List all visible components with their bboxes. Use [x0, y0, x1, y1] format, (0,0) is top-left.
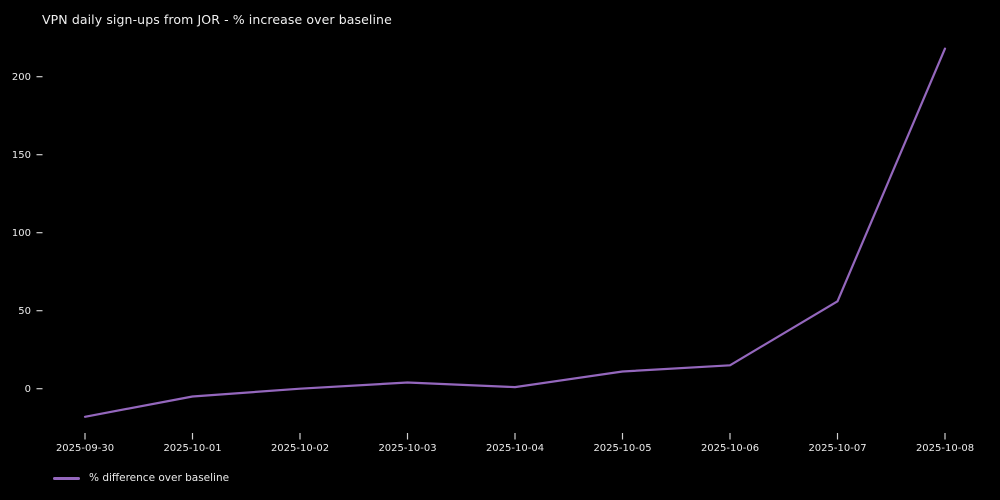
x-axis-tick-label: 2025-10-06 [701, 443, 759, 454]
x-axis-tick-label: 2025-10-08 [916, 443, 974, 454]
legend: % difference over baseline [53, 472, 229, 484]
y-axis-tick-label: 0 [25, 384, 31, 395]
x-axis-tick-label: 2025-10-01 [163, 443, 221, 454]
x-axis-tick-label: 2025-10-04 [486, 443, 544, 454]
x-axis-tick-label: 2025-10-02 [271, 443, 329, 454]
x-axis-tick-label: 2025-10-07 [808, 443, 866, 454]
y-axis-tick-label: 200 [12, 72, 31, 83]
y-axis-tick-label: 100 [12, 228, 31, 239]
series-line [83, 47, 947, 418]
legend-series-label: % difference over baseline [89, 472, 230, 484]
x-axis-tick-label: 2025-10-03 [378, 443, 436, 454]
x-axis-tick-label: 2025-10-05 [593, 443, 651, 454]
legend-line-swatch [53, 476, 80, 480]
y-axis-tick-label: 150 [12, 150, 31, 161]
x-axis-tick-label: 2025-09-30 [56, 443, 114, 454]
y-axis-tick-label: 50 [18, 306, 31, 317]
chart-title: VPN daily sign-ups from JOR - % increase… [42, 12, 392, 27]
